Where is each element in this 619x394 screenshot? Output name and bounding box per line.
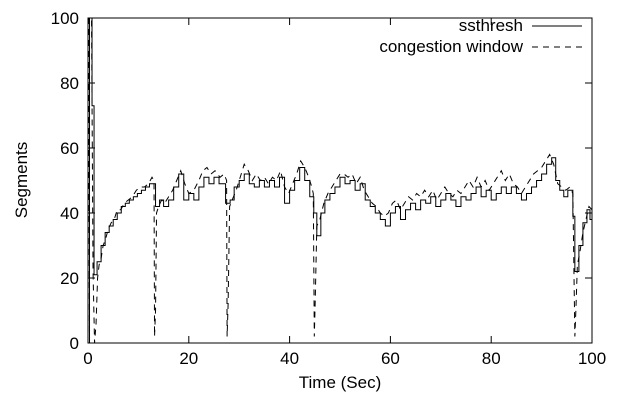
y-tick-label: 80 <box>60 74 79 93</box>
legend-label-ssthresh: ssthresh <box>459 16 523 35</box>
y-tick-label: 100 <box>51 9 79 28</box>
x-tick-label: 60 <box>381 349 400 368</box>
legend: ssthresh congestion window <box>379 16 582 56</box>
x-tick-label: 20 <box>179 349 198 368</box>
x-tick-label: 80 <box>482 349 501 368</box>
y-axis-label: Segments <box>12 142 31 219</box>
y-tick-label: 40 <box>60 204 79 223</box>
series-congestion-window-line <box>87 17 593 344</box>
y-tick-label: 60 <box>60 139 79 158</box>
plot-frame <box>87 17 593 344</box>
x-tick-label: 100 <box>578 349 606 368</box>
x-tick-label: 0 <box>83 349 92 368</box>
x-tick-label: 40 <box>280 349 299 368</box>
axis-tick-labels: 0 20 40 60 80 100 0 20 40 60 80 100 <box>51 9 607 368</box>
legend-label-congestion-window: congestion window <box>379 37 523 56</box>
y-tick-label: 20 <box>60 269 79 288</box>
x-axis-label: Time (Sec) <box>299 373 382 392</box>
series-layer <box>87 17 593 344</box>
y-tick-label: 0 <box>70 334 79 353</box>
series-ssthresh-line <box>88 17 592 344</box>
